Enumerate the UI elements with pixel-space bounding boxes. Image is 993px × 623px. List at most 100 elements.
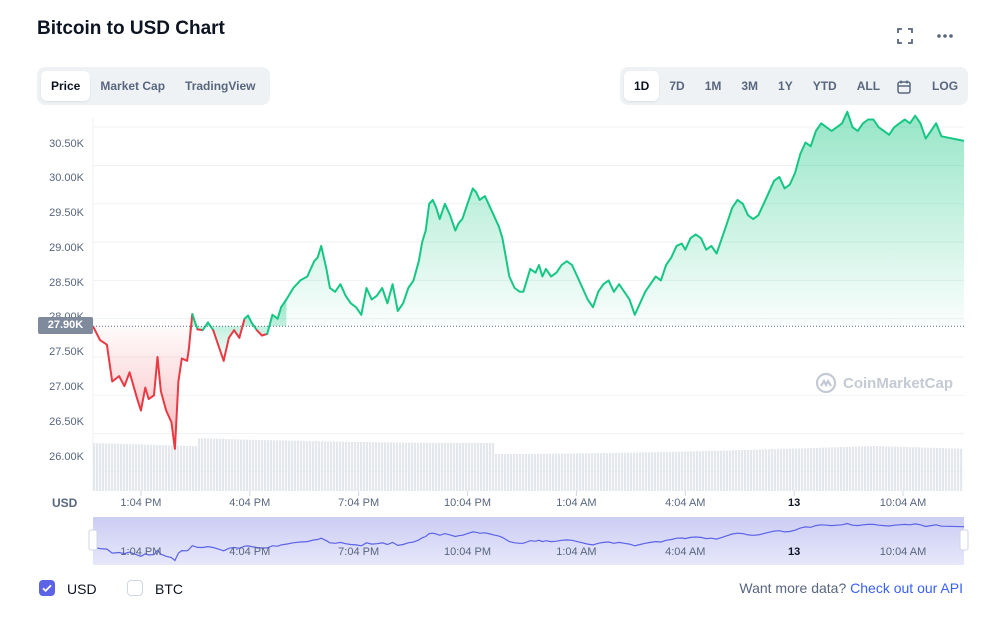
volume-bar [828, 447, 831, 491]
volume-bar [114, 443, 117, 491]
volume-bar [360, 442, 363, 491]
series-line-segment [212, 329, 220, 347]
volume-bar [429, 442, 432, 491]
volume-bar [660, 452, 663, 491]
volume-bar [141, 444, 144, 491]
volume-bar [750, 449, 753, 491]
volume-bar [243, 439, 246, 491]
reference-price-label: 27.90K [38, 317, 93, 334]
volume-bar [642, 452, 645, 491]
range-1m[interactable]: 1M [704, 79, 722, 93]
volume-bar [786, 448, 789, 491]
volume-bar [879, 446, 882, 491]
volume-bar [135, 444, 138, 491]
range-ytd[interactable]: YTD [812, 79, 837, 93]
volume-bar [357, 441, 360, 491]
volume-bar [123, 443, 126, 491]
volume-bar [582, 453, 585, 491]
volume-bar [636, 452, 639, 491]
volume-bar [606, 453, 609, 491]
volume-bar [843, 446, 846, 491]
volume-bar [402, 442, 405, 491]
volume-bar [633, 452, 636, 491]
volume-bar [414, 442, 417, 491]
usd-label: USD [67, 581, 97, 597]
volume-bar [294, 440, 297, 491]
volume-bar [240, 439, 243, 491]
series-line-segment [196, 328, 204, 332]
volume-bar [180, 445, 183, 491]
tab-market-cap[interactable]: Market Cap [100, 79, 166, 93]
volume-bar [924, 447, 927, 491]
volume-bar [291, 440, 294, 491]
volume-bar [849, 446, 852, 491]
volume-bar [825, 447, 828, 491]
volume-bar [768, 449, 771, 491]
series-line-segment [247, 314, 253, 324]
volume-bar [615, 452, 618, 491]
volume-bar [897, 446, 900, 491]
fullscreen-icon[interactable] [896, 27, 918, 45]
navigator-x-label: 13 [788, 546, 801, 558]
volume-bar [234, 439, 237, 491]
volume-bar [93, 443, 96, 491]
volume-bar [276, 440, 279, 491]
volume-bar [192, 446, 195, 491]
volume-bar [171, 445, 174, 491]
tab-price[interactable]: Price [41, 71, 91, 101]
volume-bar [321, 441, 324, 491]
x-tick-label: 4:04 PM [229, 497, 271, 509]
volume-bar [654, 452, 657, 491]
volume-bar [204, 438, 207, 491]
volume-bar [306, 441, 309, 491]
volume-bar [390, 442, 393, 491]
range-all[interactable]: ALL [856, 79, 881, 93]
x-tick-label: 10:04 AM [879, 497, 927, 509]
volume-bar [903, 446, 906, 491]
volume-bar [858, 446, 861, 491]
navigator-line [92, 522, 965, 562]
volume-bar [717, 450, 720, 491]
volume-bar [639, 452, 642, 491]
volume-bar [210, 438, 213, 491]
range-1y[interactable]: 1Y [778, 79, 793, 93]
range-1d[interactable]: 1D [624, 71, 660, 101]
volume-bar [384, 442, 387, 491]
volume-bar [537, 453, 540, 491]
range-7d[interactable]: 7D [669, 79, 685, 93]
navigator-x-label: 1:04 PM [120, 546, 162, 558]
series-line-segment [227, 329, 236, 339]
volume-bar [747, 449, 750, 491]
api-link[interactable]: Check out our API [850, 580, 963, 596]
volume-bar [864, 446, 867, 491]
y-tick-label: 29.00K [49, 242, 84, 254]
volume-bar [147, 444, 150, 491]
volume-bar [696, 451, 699, 491]
volume-bar [573, 453, 576, 491]
volume-bar [504, 453, 507, 491]
volume-bar [393, 442, 396, 491]
tab-tradingview[interactable]: TradingView [185, 79, 256, 93]
volume-bar [810, 448, 813, 491]
volume-bar [267, 440, 270, 491]
btc-checkbox[interactable] [127, 580, 143, 596]
volume-bar [621, 452, 624, 491]
range-selector: 1D 7D 1M 3M 1Y YTD ALL LOG [620, 67, 968, 105]
more-icon[interactable] [935, 27, 957, 45]
range-3m[interactable]: 3M [741, 79, 759, 93]
volume-bar [666, 451, 669, 491]
series-line-segment [187, 313, 194, 351]
volume-bar [516, 453, 519, 491]
volume-bar [522, 453, 525, 491]
log-toggle[interactable]: LOG [932, 79, 959, 93]
volume-bar [219, 438, 222, 491]
volume-bar [381, 442, 384, 491]
volume-bar [543, 453, 546, 491]
volume-bar [501, 453, 504, 491]
volume-bar [579, 453, 582, 491]
y-tick-label: 27.00K [49, 381, 84, 393]
volume-bar [948, 448, 951, 491]
volume-bar [477, 442, 480, 491]
usd-checkbox[interactable] [39, 580, 55, 596]
calendar-icon[interactable] [890, 71, 918, 101]
